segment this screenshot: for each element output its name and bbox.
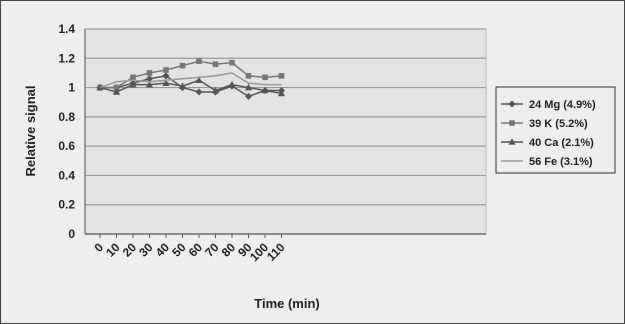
data-point (261, 86, 269, 94)
data-point (130, 74, 136, 81)
legend-label: 24 Mg (4.9%) (529, 99, 596, 111)
data-point (508, 100, 516, 108)
data-point (195, 76, 203, 84)
plot-area (84, 28, 487, 235)
legend-label: 56 Fe (3.1%) (529, 156, 593, 168)
data-point (179, 62, 186, 69)
y-tick-label: 0.2 (58, 198, 75, 212)
y-tick-label: 1 (68, 81, 75, 95)
axes (84, 29, 486, 238)
y-tick-label: 0.8 (58, 110, 75, 124)
legend-entry: 40 Ca (2.1%) (501, 137, 594, 149)
data-point (262, 74, 268, 81)
series-2 (96, 76, 286, 97)
y-tick-label: 1.2 (58, 51, 75, 65)
y-tick-label: 0.4 (58, 168, 75, 182)
series-line (99, 79, 282, 95)
data-point (211, 86, 220, 94)
data-point (178, 82, 187, 89)
legend-label: 40 Ca (2.1%) (529, 137, 594, 149)
data-point (113, 84, 120, 91)
data-point (129, 80, 137, 88)
data-point (163, 67, 169, 73)
data-point (277, 89, 286, 97)
legend-entry: 24 Mg (4.9%) (501, 99, 596, 111)
data-point (509, 120, 515, 126)
data-point (245, 92, 252, 100)
data-point (146, 75, 153, 83)
data-point (245, 73, 252, 79)
y-axis-title: Relative signal (23, 85, 38, 176)
legend-box (495, 86, 616, 174)
data-series (96, 58, 286, 100)
grid-lines (85, 28, 486, 206)
data-point (162, 79, 170, 86)
y-tick-label: 0 (68, 227, 75, 241)
data-point (195, 88, 203, 96)
x-axis-title: Time (min) (254, 296, 320, 311)
data-point (244, 83, 253, 91)
legend: 24 Mg (4.9%) 39 K (5.2%) 40 Ca (2.1%) 56 Fe… (495, 86, 616, 174)
series-line (99, 72, 282, 89)
legend-entry: 56 Fe (3.1%) (501, 156, 593, 168)
y-tick-labels: 0 0.2 0.4 0.6 0.8 1 1.2 1.4 (58, 22, 75, 241)
data-point (278, 73, 285, 79)
data-point (229, 59, 235, 66)
y-tick-label: 0.6 (58, 139, 75, 153)
y-tick-label: 1.4 (58, 22, 75, 36)
data-point (112, 88, 121, 95)
data-point (508, 138, 516, 145)
data-point (146, 70, 153, 76)
data-point (212, 61, 219, 67)
data-point (228, 80, 236, 88)
legend-label: 39 K (5.2%) (529, 118, 588, 130)
series-3 (99, 72, 282, 89)
data-point (145, 80, 154, 88)
legend-entry: 39 K (5.2%) (501, 118, 588, 130)
x-tick-label: 110 (264, 240, 288, 264)
x-tick-label: 0 (91, 240, 106, 255)
legend-entries: 24 Mg (4.9%) 39 K (5.2%) 40 Ca (2.1%) 56 Fe… (501, 99, 596, 168)
data-point (196, 58, 202, 65)
data-point (162, 72, 170, 80)
